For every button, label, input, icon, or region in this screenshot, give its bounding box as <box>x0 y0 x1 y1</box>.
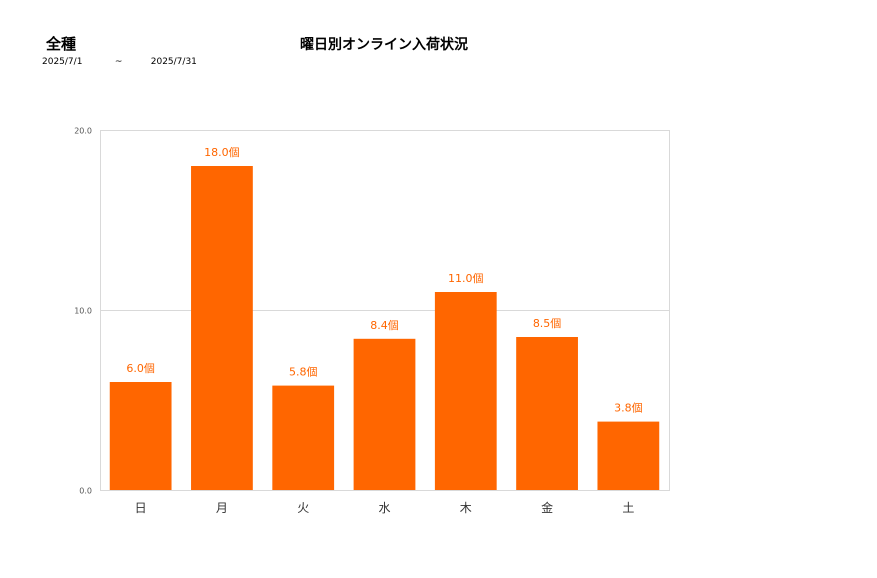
bar <box>434 292 497 490</box>
bar <box>191 166 253 490</box>
x-axis-categories: 日月火水木金土 <box>135 500 635 515</box>
category-title: 全種 <box>46 35 77 53</box>
x-category-label: 日 <box>135 501 147 515</box>
data-label: 18.0個 <box>204 146 240 159</box>
plot-frame <box>100 130 670 491</box>
bar <box>109 382 172 490</box>
bars <box>109 166 660 490</box>
x-category-label: 月 <box>216 501 228 515</box>
data-label: 8.5個 <box>533 317 562 330</box>
y-tick-label: 0.0 <box>79 487 92 496</box>
data-label: 3.8個 <box>614 402 643 415</box>
x-category-label: 土 <box>622 501 634 515</box>
data-label: 5.8個 <box>289 366 318 379</box>
x-category-label: 水 <box>378 501 390 515</box>
bar <box>272 385 335 490</box>
x-category-label: 火 <box>297 501 309 515</box>
x-category-label: 金 <box>541 500 553 515</box>
data-label: 11.0個 <box>448 272 484 285</box>
bar <box>353 338 416 490</box>
bar <box>516 337 578 490</box>
y-tick-label: 20.0 <box>74 127 92 136</box>
date-separator: ~ <box>114 57 123 67</box>
data-label: 8.4個 <box>370 319 399 332</box>
x-category-label: 木 <box>460 501 472 515</box>
data-labels: 6.0個 18.0個 5.8個 8.4個 11.0個 8.5個 3.8個 <box>126 146 642 415</box>
y-tick-label: 10.0 <box>74 307 92 316</box>
date-range: 2025/7/1 ~ 2025/7/31 <box>42 57 197 67</box>
chart-title: 曜日別オンライン入荷状況 <box>300 37 468 53</box>
bar <box>597 421 660 490</box>
date-end: 2025/7/31 <box>150 57 197 67</box>
data-label: 6.0個 <box>126 362 155 375</box>
date-start: 2025/7/1 <box>42 57 83 67</box>
y-axis-ticks: 0.0 10.0 20.0 <box>74 127 92 496</box>
